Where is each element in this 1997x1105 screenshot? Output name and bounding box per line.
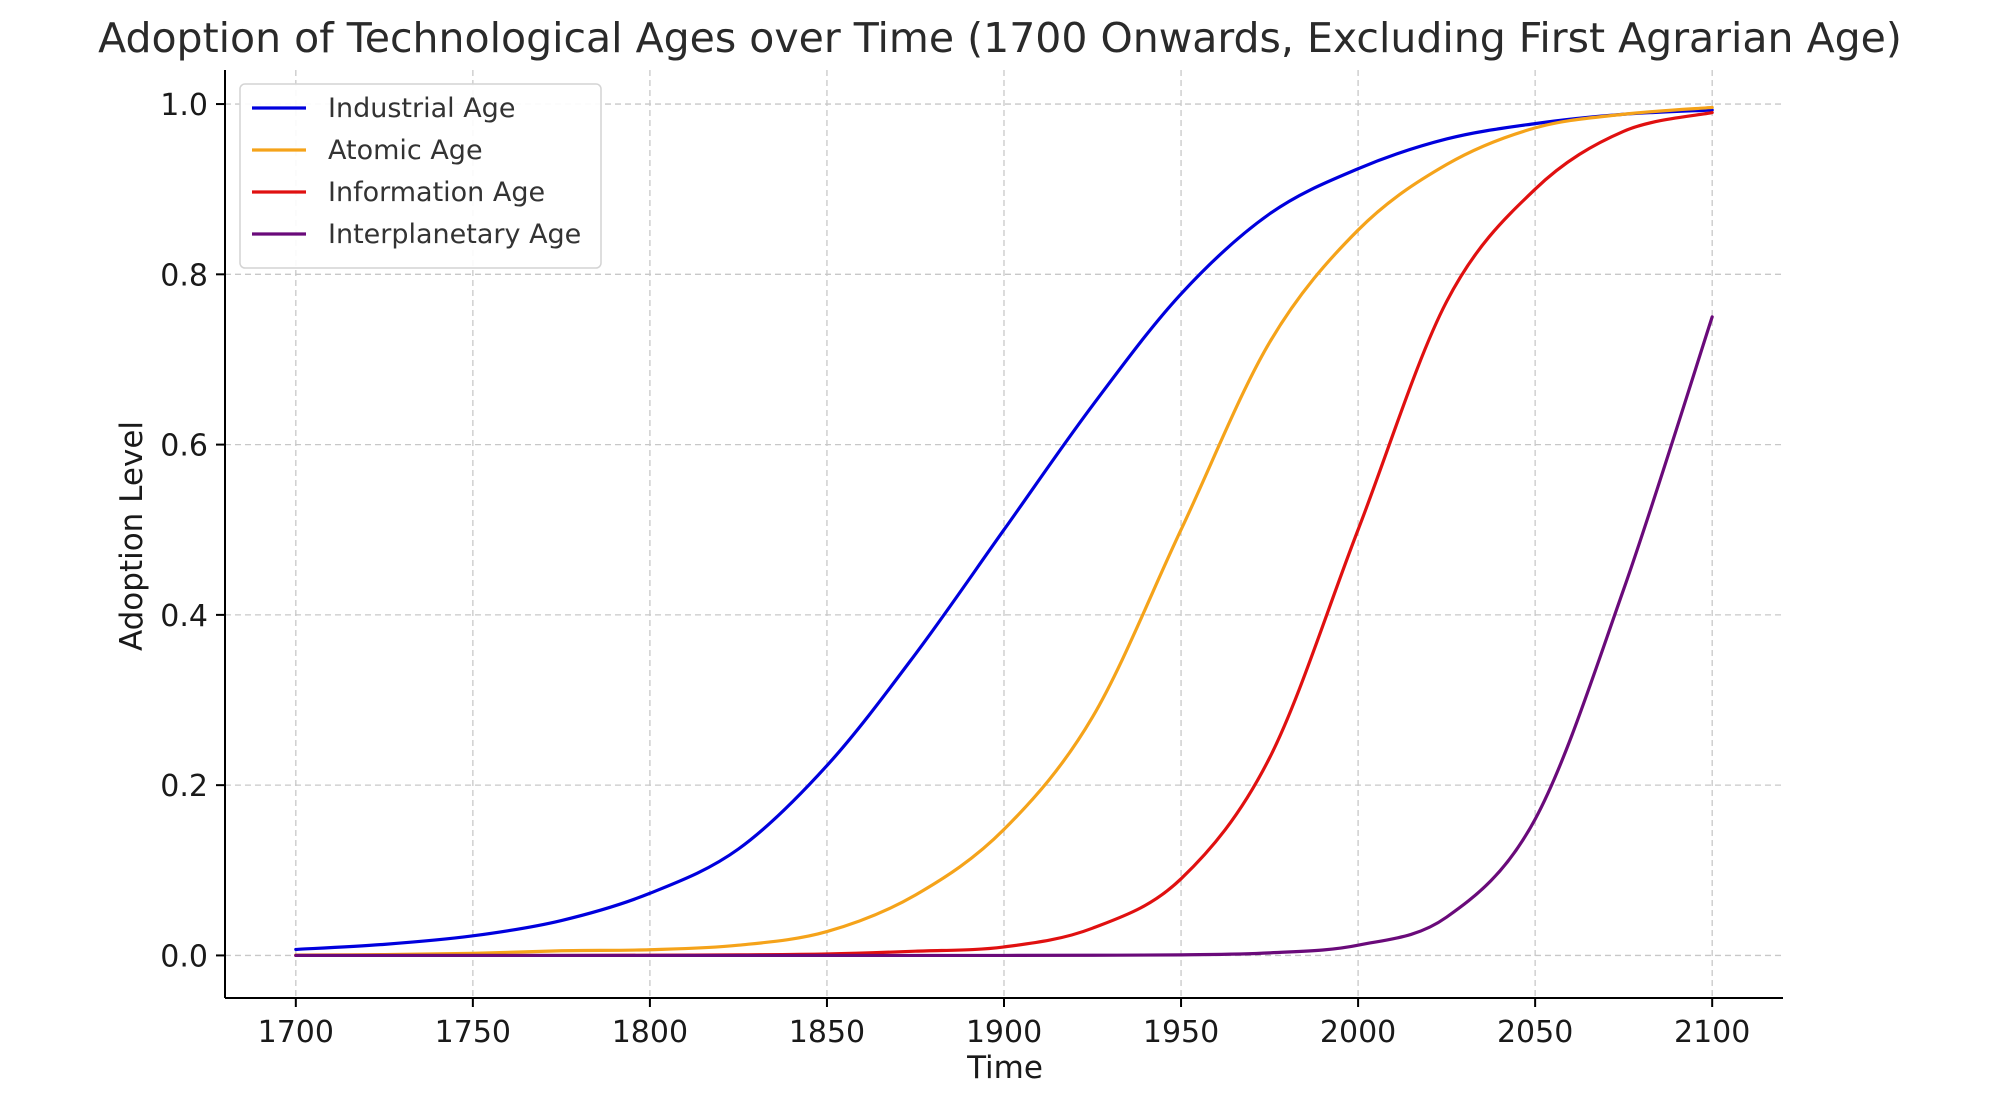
legend-box (239, 83, 602, 269)
legend-label-industrial-age: Industrial Age (328, 93, 515, 124)
x-tick-label: 1950 (1143, 1015, 1219, 1050)
y-tick-label: 1.0 (160, 88, 208, 123)
x-tick-label: 2050 (1497, 1015, 1573, 1050)
legend: Industrial Age Atomic Age Information Age I… (239, 83, 602, 269)
axes-layer: 1700 1750 1800 1850 1900 1950 2000 2050 2100 0.0 0… (160, 70, 1783, 1050)
legend-label-information-age: Information Age (328, 177, 545, 208)
series-line-atomic-age (294, 105, 1714, 957)
series-layer (294, 105, 1714, 958)
x-tick-label: 2000 (1320, 1015, 1396, 1050)
y-tick-label: 0.0 (160, 939, 208, 974)
y-axis-label: Adoption Level (114, 421, 150, 651)
y-tick-label: 0.2 (160, 769, 208, 804)
series-line-interplanetary-age (294, 315, 1714, 958)
y-tick-label: 0.8 (160, 258, 208, 293)
series-line-industrial-age (294, 108, 1714, 952)
x-tick-label: 2100 (1674, 1015, 1750, 1050)
x-axis-label: Time (966, 1050, 1043, 1086)
legend-label-interplanetary-age: Interplanetary Age (328, 219, 581, 250)
legend-label-atomic-age: Atomic Age (328, 135, 483, 166)
x-tick-label: 1800 (612, 1015, 688, 1050)
x-tick-label: 1750 (435, 1015, 511, 1050)
chart-title: Adoption of Technological Ages over Time… (98, 14, 1902, 62)
y-tick-label: 0.4 (160, 599, 208, 634)
x-tick-label: 1850 (789, 1015, 865, 1050)
x-tick-label: 1700 (258, 1015, 334, 1050)
y-tick-label: 0.6 (160, 429, 208, 464)
x-tick-label: 1900 (966, 1015, 1042, 1050)
